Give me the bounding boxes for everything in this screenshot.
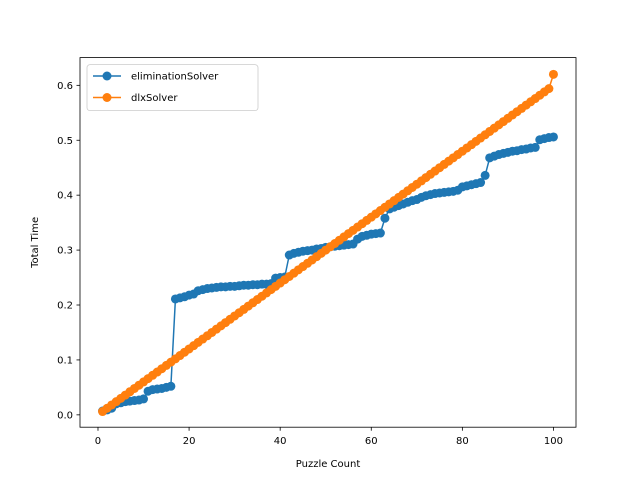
- legend-label-eliminationSolver: eliminationSolver: [131, 72, 219, 83]
- y-axis-label: Total Time: [30, 217, 41, 269]
- y-tick-label: 0.4: [57, 191, 73, 202]
- y-tick-label: 0.6: [57, 81, 73, 92]
- data-point-eliminationSolver: [166, 381, 176, 391]
- legend-marker-eliminationSolver: [102, 71, 112, 81]
- data-point-eliminationSolver: [375, 228, 385, 238]
- data-point-eliminationSolver: [530, 142, 540, 152]
- data-point-eliminationSolver: [548, 132, 558, 142]
- y-tick-label: 0.5: [57, 136, 73, 147]
- legend: eliminationSolver dlxSolver: [86, 64, 259, 111]
- x-axis: 0 20 40 60 80 100: [95, 427, 563, 447]
- legend-marker-dlxSolver: [102, 93, 112, 102]
- legend-label-dlxSolver: dlxSolver: [131, 93, 178, 104]
- data-point-dlxSolver: [548, 69, 558, 79]
- x-tick-label: 40: [274, 436, 287, 447]
- x-tick-label: 60: [365, 436, 378, 447]
- x-tick-label: 20: [183, 436, 196, 447]
- axes-frame: [79, 57, 577, 428]
- data-point-eliminationSolver: [476, 178, 486, 188]
- y-tick-label: 0.0: [57, 410, 73, 421]
- y-tick-label: 0.2: [57, 301, 73, 312]
- y-axis: 0.0 0.1 0.2 0.3 0.4 0.5 0.6: [57, 81, 80, 421]
- x-tick-label: 80: [456, 436, 469, 447]
- x-tick-label: 0: [95, 436, 101, 447]
- x-axis-label: Puzzle Count: [296, 459, 361, 470]
- data-point-eliminationSolver: [139, 394, 149, 404]
- data-point-eliminationSolver: [380, 213, 390, 223]
- legend-box: [86, 64, 259, 111]
- y-tick-label: 0.3: [57, 246, 73, 257]
- plot-area: [98, 69, 558, 417]
- data-point-eliminationSolver: [480, 170, 490, 180]
- data-point-dlxSolver: [544, 84, 554, 94]
- y-tick-label: 0.1: [57, 355, 73, 366]
- x-tick-label: 100: [544, 436, 563, 447]
